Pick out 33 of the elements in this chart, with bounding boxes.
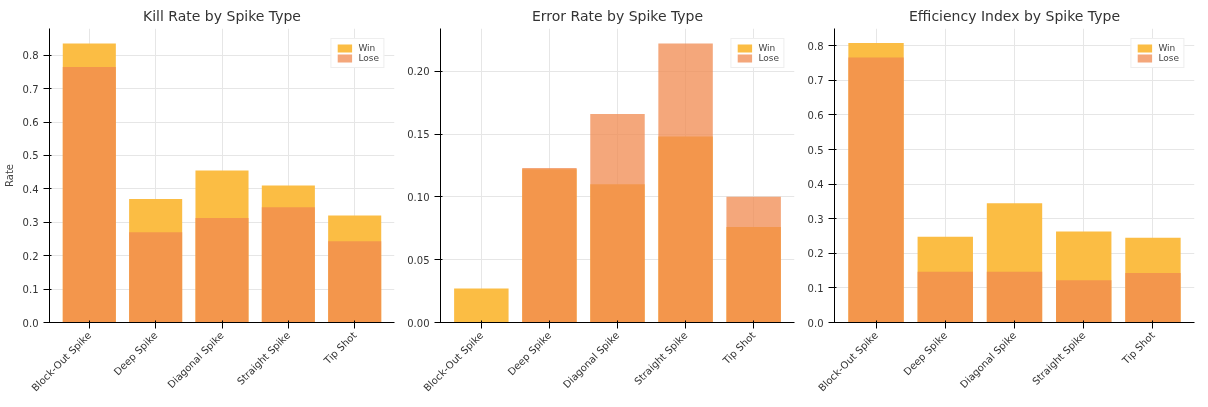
y-tick-label: 0.6 (22, 117, 39, 129)
y-tick-label: 0.3 (807, 213, 824, 225)
y-tick-label: 0.4 (807, 179, 824, 191)
y-tick-label: 0.00 (407, 317, 430, 329)
y-tick-label: 0.5 (807, 144, 824, 156)
legend-label: Lose (358, 53, 379, 63)
y-tick-label: 0.8 (22, 50, 39, 62)
y-tick-label: 0.2 (22, 250, 39, 262)
chart-title: Kill Rate by Spike Type (143, 7, 301, 24)
y-tick-label: 0.20 (407, 66, 430, 78)
legend-label: Lose (758, 53, 779, 63)
y-tick-label: 0.6 (807, 109, 824, 121)
y-tick-label: 0.1 (807, 282, 824, 294)
y-tick-label: 0.3 (22, 217, 39, 229)
y-tick-label: 0.8 (807, 40, 824, 52)
chart-title: Efficiency Index by Spike Type (909, 7, 1120, 24)
chart-title: Error Rate by Spike Type (531, 7, 704, 24)
legend-label: Lose (1158, 53, 1179, 63)
legend-label: Win (758, 43, 777, 53)
y-tick-label: 0.2 (807, 248, 824, 260)
y-tick-label: 0.7 (807, 75, 824, 87)
y-tick-label: 0.0 (22, 317, 39, 329)
legend-label: Win (1158, 43, 1177, 53)
y-tick-label: 0.5 (22, 150, 39, 162)
y-tick-label: 0.1 (22, 284, 39, 296)
y-tick-label: 0.10 (407, 191, 430, 203)
y-tick-label: 0.4 (22, 183, 39, 195)
y-tick-label: 0.15 (407, 129, 430, 141)
y-tick-label: 0.0 (807, 317, 824, 329)
y-axis-title: Rate (3, 164, 15, 187)
y-tick-label: 0.05 (407, 254, 430, 266)
y-tick-label: 0.7 (22, 83, 39, 95)
legend-label: Win (358, 43, 377, 53)
